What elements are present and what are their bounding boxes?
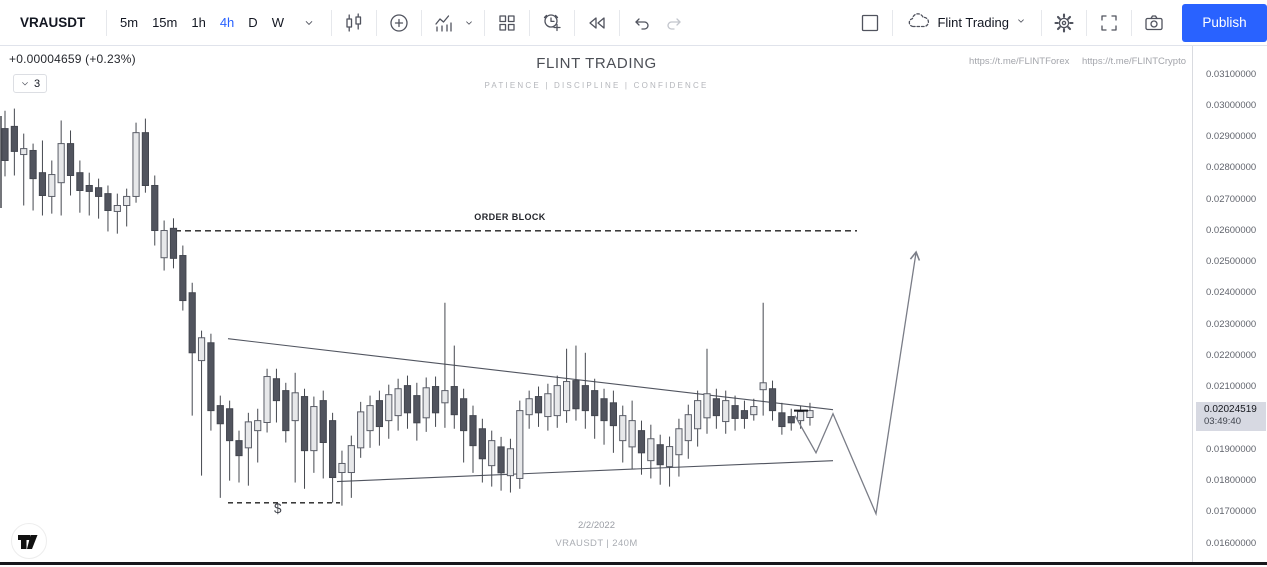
price-axis-label: 0.03000000	[1206, 99, 1257, 111]
price-axis-label: 0.02800000	[1206, 162, 1257, 174]
time-axis-line	[0, 562, 1267, 565]
axis-separator-line	[1192, 46, 1193, 563]
last-price-value: 0.02024519	[1204, 403, 1257, 415]
fullscreen-button[interactable]	[1093, 7, 1125, 39]
indicators-button[interactable]	[428, 7, 460, 39]
dollar-annotation: $	[274, 501, 282, 516]
price-axis-label: 0.01900000	[1206, 443, 1257, 455]
toolbar-separator	[1041, 9, 1042, 36]
undo-button[interactable]	[626, 7, 658, 39]
toolbar-separator	[573, 9, 575, 36]
indicator-templates-chevron-icon[interactable]	[460, 7, 478, 39]
price-axis-label: 0.03100000	[1206, 68, 1257, 80]
publish-button[interactable]: Publish	[1182, 3, 1267, 42]
price-axis-label: 0.02400000	[1206, 287, 1257, 299]
price-axis-label: 0.02700000	[1206, 193, 1257, 205]
toolbar-separator	[330, 9, 332, 36]
price-axis-label: 0.02500000	[1206, 256, 1257, 268]
layout-select-button[interactable]	[854, 7, 886, 39]
toolbar-separator	[618, 9, 620, 36]
replay-rewind-button[interactable]	[581, 7, 613, 39]
price-axis-label: 0.01800000	[1206, 474, 1257, 486]
layout-grid-button[interactable]	[491, 7, 523, 39]
price-axis-label: 0.02600000	[1206, 224, 1257, 236]
price-axis-label: 0.02900000	[1206, 131, 1257, 143]
settings-button[interactable]	[1048, 7, 1080, 39]
footer-symbol-label: VRAUSDT | 240M	[555, 538, 638, 549]
timeframe-D[interactable]: D	[248, 15, 258, 30]
chevron-down-icon	[1015, 15, 1027, 30]
compare-add-button[interactable]	[383, 7, 415, 39]
symbol-button[interactable]: VRAUSDT	[14, 7, 100, 39]
toolbar-separator	[420, 9, 422, 36]
watermark-title: FLINT TRADING	[536, 55, 657, 72]
price-axis-label: 0.01600000	[1206, 537, 1257, 549]
alert-add-button[interactable]	[536, 7, 568, 39]
toolbar-separator	[892, 9, 894, 36]
toolbar-separator	[1131, 9, 1132, 36]
price-axis[interactable]: 0.02024519 03:49:40 0.03100000 0.03000000…	[1193, 46, 1267, 563]
telegram-links: https://t.me/FLINTForex https://t.me/FLI…	[959, 56, 1186, 67]
last-price-tag: 0.02024519 03:49:40	[1196, 401, 1266, 431]
price-axis-label: 0.02300000	[1206, 318, 1257, 330]
cloud-sync-icon	[907, 12, 931, 33]
price-change-label: +0.00004659 (+0.23%)	[9, 52, 136, 66]
object-tree-chip[interactable]: 3	[13, 74, 48, 93]
price-axis-label: 0.02200000	[1206, 349, 1257, 361]
chevron-down-icon	[22, 81, 28, 85]
toolbar-separator	[483, 9, 485, 36]
timeframe-group: 5m 15m 1h 4h D W	[113, 11, 291, 34]
timeframe-chevron-icon[interactable]	[293, 7, 325, 39]
price-axis-label: 0.02100000	[1206, 381, 1257, 393]
chart-pane[interactable]	[0, 46, 1193, 562]
timeframe-15m[interactable]: 15m	[152, 15, 178, 30]
price-axis-label: 0.01700000	[1206, 506, 1257, 518]
bar-countdown: 03:49:40	[1204, 415, 1241, 427]
account-menu-button[interactable]: Flint Trading	[899, 7, 1035, 39]
tradingview-logo[interactable]	[10, 522, 48, 560]
redo-button[interactable]	[658, 7, 690, 39]
account-name-label: Flint Trading	[937, 15, 1009, 30]
chart-style-candles-button[interactable]	[338, 7, 370, 39]
screenshot-button[interactable]	[1138, 7, 1170, 39]
footer-date-label: 2/2/2022	[578, 520, 615, 531]
toolbar-separator	[1086, 9, 1087, 36]
toolbar-separator	[528, 9, 530, 36]
toolbar-separator	[375, 9, 377, 36]
timeframe-5m[interactable]: 5m	[120, 15, 139, 30]
telegram-link-crypto: https://t.me/FLINTCrypto	[1082, 56, 1186, 67]
telegram-link-forex: https://t.me/FLINTForex	[969, 56, 1070, 67]
timeframe-1h[interactable]: 1h	[191, 15, 206, 30]
watermark-subtitle: PATIENCE | DISCIPLINE | CONFIDENCE	[484, 81, 709, 90]
timeframe-W[interactable]: W	[271, 15, 284, 30]
toolbar-separator	[106, 9, 107, 36]
object-count-label: 3	[34, 77, 41, 90]
timeframe-4h[interactable]: 4h	[219, 15, 235, 30]
top-toolbar: VRAUSDT 5m 15m 1h 4h D W	[0, 0, 1267, 46]
order-block-label: ORDER BLOCK	[474, 212, 546, 222]
